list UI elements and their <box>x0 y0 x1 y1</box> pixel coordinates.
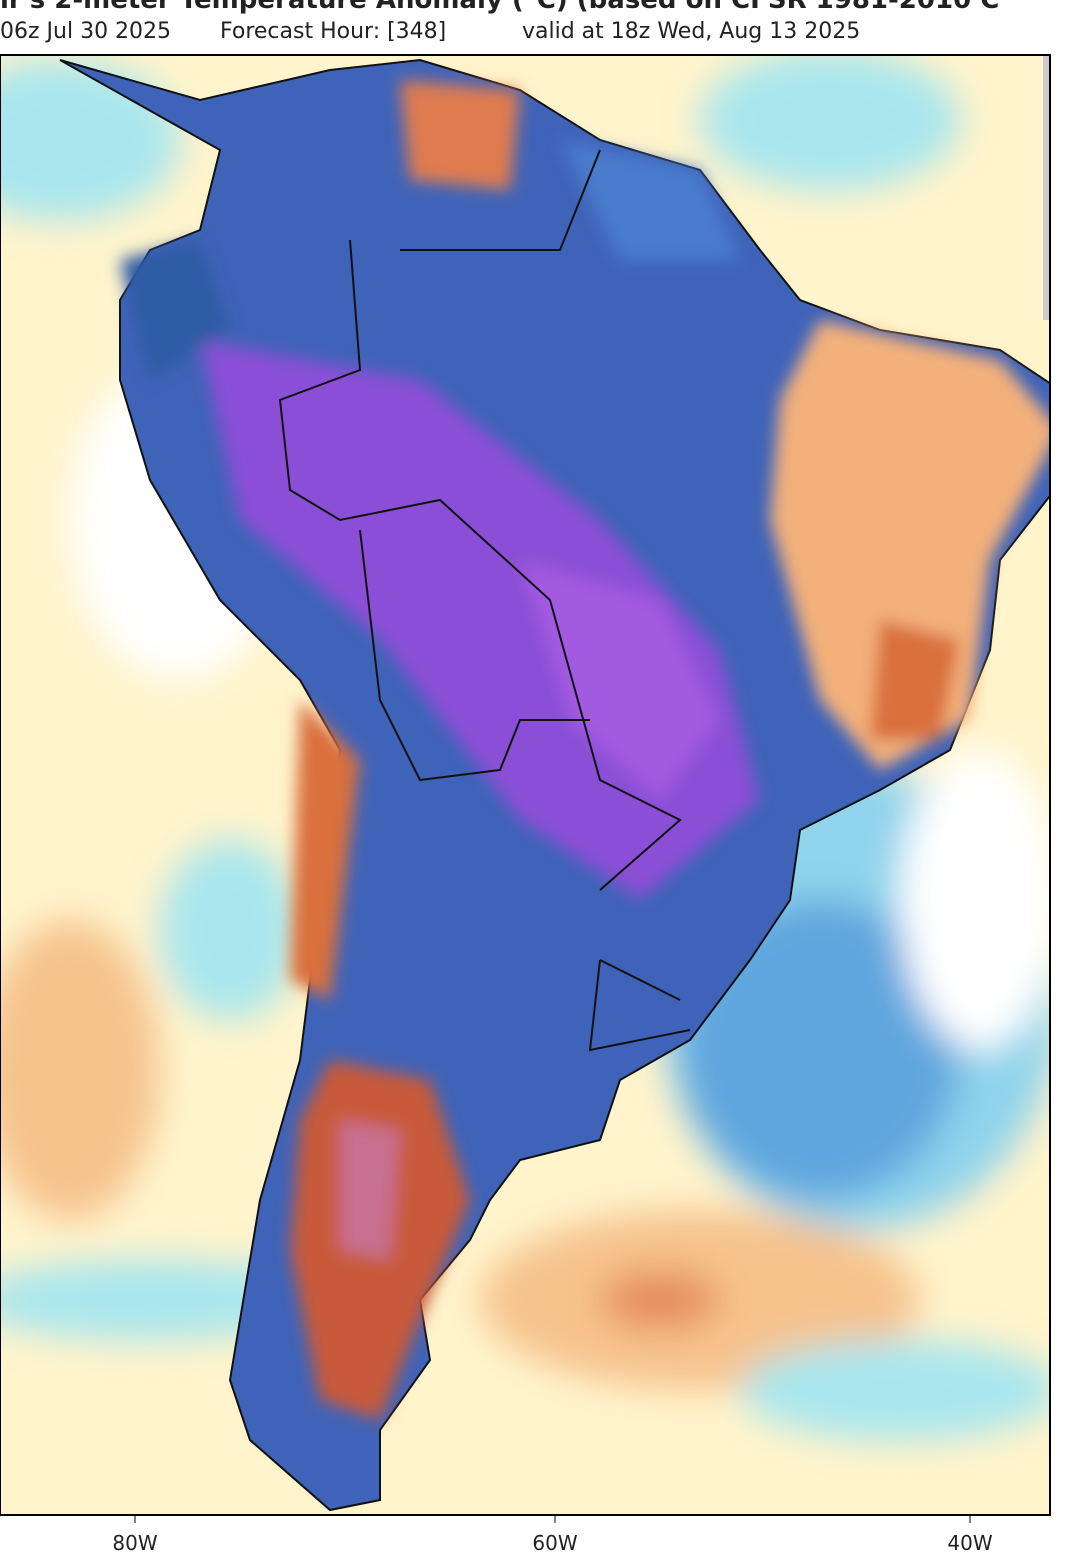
x-tick-label: 60W <box>532 1531 577 1555</box>
forecast-hour: Forecast Hour: [348] <box>220 19 446 44</box>
land-anomalies <box>120 80 1050 1420</box>
country-borders <box>278 149 691 1052</box>
init-time: 06z Jul 30 2025 <box>0 19 171 44</box>
map <box>0 0 1050 1515</box>
x-tick-label: 80W <box>112 1531 157 1555</box>
scrollbar[interactable] <box>1043 0 1050 320</box>
valid-time: valid at 18z Wed, Aug 13 2025 <box>522 19 860 44</box>
title: ir's 2-meter Temperature Anomaly (°C) (b… <box>0 0 999 15</box>
map-frame <box>0 54 1051 1516</box>
x-tick-label: 40W <box>947 1531 992 1555</box>
